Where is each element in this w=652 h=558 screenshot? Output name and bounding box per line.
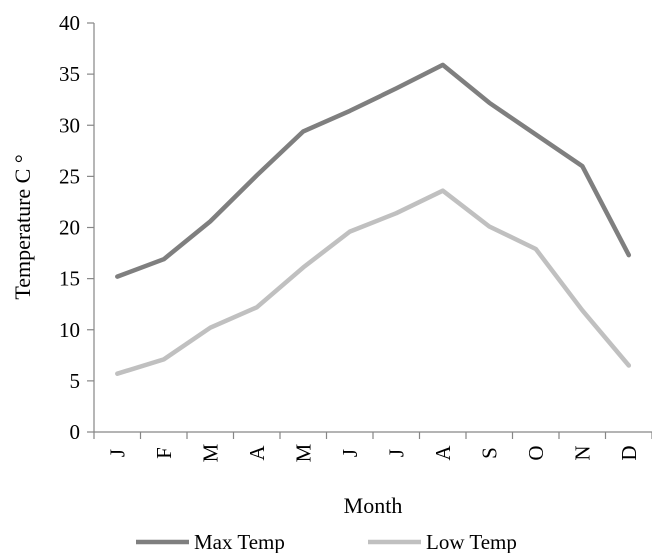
legend-label-low-temp: Low Temp bbox=[426, 530, 517, 553]
x-tick-label: D bbox=[617, 445, 641, 460]
x-tick-label: M bbox=[291, 443, 315, 462]
low-temp-line bbox=[115, 188, 632, 376]
x-tick-label: J bbox=[384, 449, 408, 457]
y-tick-label: 20 bbox=[59, 216, 80, 240]
x-axis-title: Month bbox=[344, 493, 403, 518]
series-layer bbox=[115, 62, 632, 376]
y-axis-title: Temperature C ° bbox=[10, 154, 35, 299]
x-tick-label: O bbox=[524, 445, 548, 460]
x-tick-label: N bbox=[570, 445, 594, 460]
axes-layer: 0 5 10 15 20 25 30 35 40 J F M A M J J A S O N D bbox=[59, 11, 652, 462]
x-tick-label: J bbox=[338, 449, 362, 457]
x-tick-label: J bbox=[105, 449, 129, 457]
y-tick-label: 35 bbox=[59, 62, 80, 86]
x-tick-label: M bbox=[198, 443, 222, 462]
y-tick-label: 10 bbox=[59, 318, 80, 342]
y-tick-label: 25 bbox=[59, 164, 80, 188]
x-tick-label: A bbox=[245, 445, 269, 461]
max-temp-line bbox=[115, 62, 632, 279]
y-tick-label: 30 bbox=[59, 113, 80, 137]
legend-label-max-temp: Max Temp bbox=[194, 530, 285, 553]
y-tick-label: 5 bbox=[70, 369, 81, 393]
x-tick-label: A bbox=[431, 445, 455, 461]
y-tick-label: 15 bbox=[59, 267, 80, 291]
x-tick-label: S bbox=[477, 447, 501, 459]
y-tick-label: 0 bbox=[70, 420, 81, 444]
legend: Max Temp Low Temp bbox=[136, 530, 517, 554]
y-tick-label: 40 bbox=[59, 11, 80, 35]
x-tick-label: F bbox=[152, 447, 176, 459]
